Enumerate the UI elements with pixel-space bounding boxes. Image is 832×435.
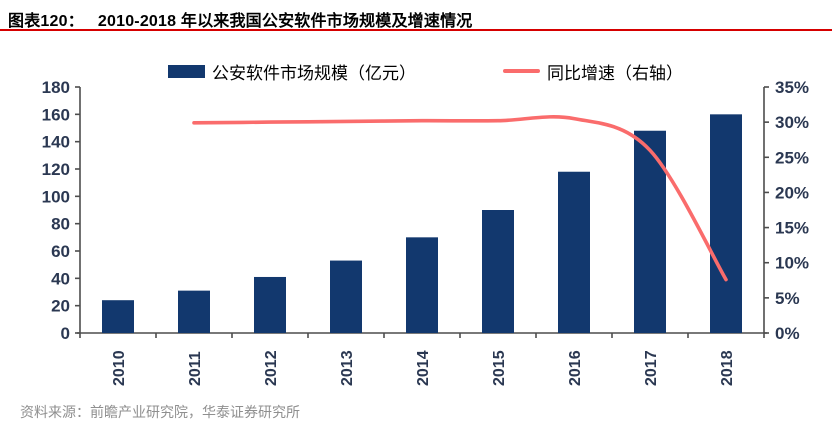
left-axis-tick-label: 140 [42,133,70,152]
x-axis-year-label: 2016 [567,350,584,386]
line-series-swatch-icon [503,69,540,73]
bar-2014 [406,237,438,333]
left-axis-tick-label: 80 [51,215,70,234]
x-axis-year-label: 2017 [643,350,660,386]
x-axis-year-label: 2015 [491,350,508,386]
bar-2011 [178,290,210,333]
x-axis-year-label: 2012 [263,350,280,386]
bar-2018 [710,114,742,333]
bar-2015 [482,210,514,333]
left-axis-tick-label: 100 [42,187,70,206]
line-series-label: 同比增速（右轴） [547,63,683,83]
figure-title: 图表120： 2010-2018 年以来我国公安软件市场规模及增速情况 [8,7,472,31]
right-axis-tick-label: 5% [775,289,800,308]
right-axis-tick-label: 10% [775,254,809,273]
bar-2016 [558,171,590,333]
bar-2012 [254,276,286,333]
growth-line [192,115,728,282]
left-axis-tick-label: 120 [42,160,70,179]
left-axis-tick-label: 40 [51,269,70,288]
bar-2010 [102,300,134,333]
left-axis-tick-label: 160 [42,105,70,124]
left-axis-tick-label: 0 [61,324,70,343]
figure-label: 图表120： [8,13,84,30]
source-note: 资料来源：前瞻产业研究院，华泰证券研究所 [20,404,300,420]
right-axis-tick-label: 25% [775,148,809,167]
x-axis-year-label: 2013 [339,350,356,386]
right-axis-tick-label: 30% [775,113,809,132]
page-title: 2010-2018 年以来我国公安软件市场规模及增速情况 [97,13,473,30]
bar-2013 [330,260,362,333]
right-axis-tick-label: 15% [775,219,809,238]
right-axis-tick-label: 0% [775,324,800,343]
bars-series [102,114,742,333]
x-axis-year-label: 2010 [111,350,128,386]
x-axis-year-label: 2018 [719,350,736,386]
right-axis-tick-label: 35% [775,78,809,97]
chart-legend: 公安软件市场规模（亿元） 同比增速（右轴） [0,60,832,83]
title-rule [0,0,832,31]
left-axis-tick-label: 60 [51,242,70,261]
legend-item-market-size: 公安软件市场规模（亿元） [168,60,416,83]
bar-series-label: 公安软件市场规模（亿元） [212,63,416,83]
left-axis-tick-label: 20 [51,297,70,316]
x-axis-year-label: 2014 [415,350,432,386]
bar-2017 [634,130,666,333]
bar-series-swatch-icon [168,64,205,78]
legend-item-growth: 同比增速（右轴） [503,60,683,83]
right-axis-tick-label: 20% [775,183,809,202]
x-axis-year-label: 2011 [187,351,204,386]
left-axis-tick-label: 180 [42,78,70,97]
